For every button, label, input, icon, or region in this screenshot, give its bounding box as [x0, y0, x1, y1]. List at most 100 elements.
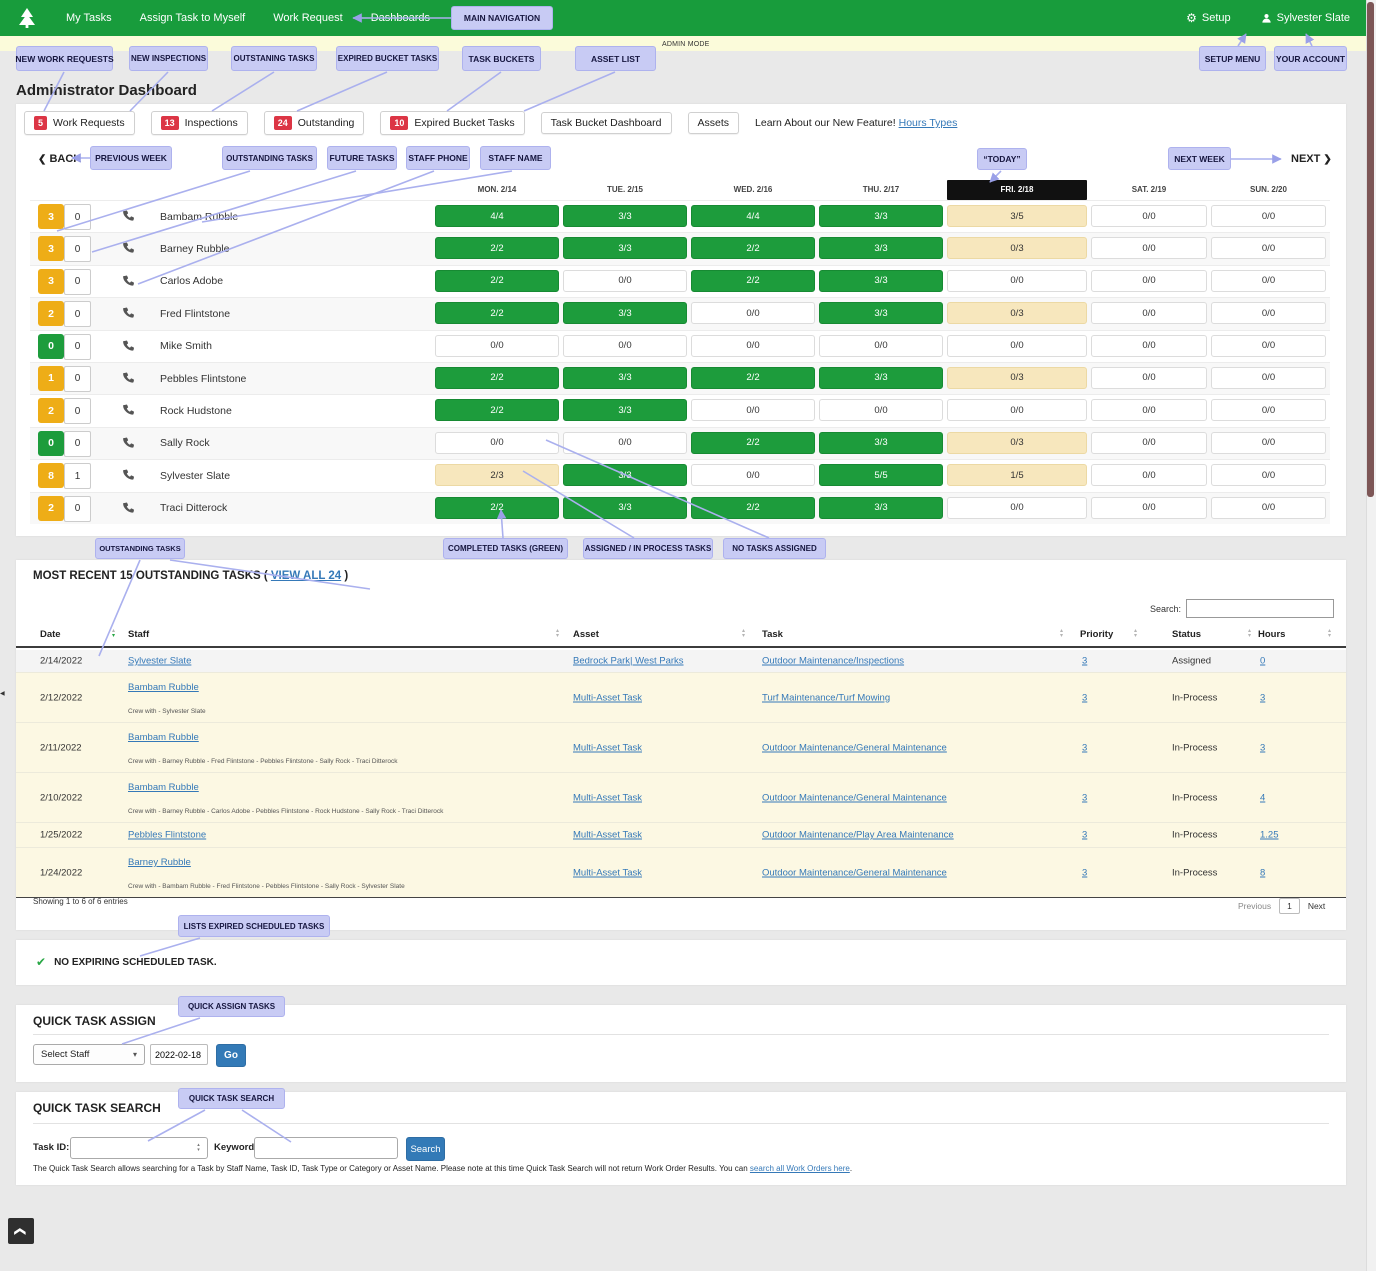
schedule-day-cell[interactable]: 5/5 — [819, 464, 943, 486]
schedule-day-cell[interactable]: 3/3 — [563, 464, 687, 486]
sort-icon[interactable]: ▴▾ — [556, 629, 559, 639]
schedule-day-cell[interactable]: 0/0 — [691, 335, 815, 357]
phone-icon[interactable] — [122, 307, 135, 325]
task-link[interactable]: Outdoor Maintenance/General Maintenance — [762, 742, 947, 753]
schedule-day-cell[interactable]: 3/3 — [563, 237, 687, 259]
schedule-day-cell[interactable]: 0/0 — [1211, 399, 1326, 421]
schedule-day-cell[interactable]: 0/0 — [1091, 302, 1207, 324]
schedule-day-cell[interactable]: 4/4 — [435, 205, 559, 227]
assign-date-input[interactable] — [150, 1044, 208, 1065]
hours-link[interactable]: 0 — [1260, 656, 1265, 667]
phone-icon[interactable] — [122, 242, 135, 260]
sort-icon[interactable]: ▴▾ — [112, 629, 115, 639]
go-button[interactable]: Go — [216, 1044, 246, 1067]
task-link[interactable]: Outdoor Maintenance/Inspections — [762, 656, 904, 667]
staff-select[interactable]: Select Staff ▾ — [33, 1044, 145, 1065]
priority-link[interactable]: 3 — [1082, 692, 1087, 703]
sort-icon[interactable]: ▴▾ — [742, 629, 745, 639]
outstanding-count-badge[interactable]: 8 — [38, 463, 64, 488]
schedule-day-cell[interactable]: 0/0 — [819, 335, 943, 357]
hours-link[interactable]: 4 — [1260, 792, 1265, 803]
schedule-day-cell[interactable]: 0/0 — [1091, 432, 1207, 454]
pagination-previous[interactable]: Previous — [1238, 901, 1271, 911]
outstanding-count-badge[interactable]: 0 — [38, 334, 64, 359]
badge-button-inspections[interactable]: 13Inspections — [151, 111, 248, 135]
schedule-day-cell[interactable]: 0/0 — [1211, 205, 1326, 227]
asset-link[interactable]: Multi-Asset Task — [573, 830, 642, 841]
outstanding-count-badge[interactable]: 2 — [38, 301, 64, 326]
schedule-day-cell[interactable]: 0/3 — [947, 237, 1087, 259]
schedule-day-cell[interactable]: 0/0 — [1091, 367, 1207, 389]
asset-link[interactable]: Bedrock Park| West Parks — [573, 656, 684, 667]
schedule-day-cell[interactable]: 3/3 — [819, 237, 943, 259]
setup-menu-button[interactable]: ⚙ Setup — [1186, 12, 1231, 24]
column-header-asset[interactable]: Asset — [573, 629, 599, 640]
schedule-day-cell[interactable]: 0/0 — [435, 432, 559, 454]
badge-button-task-bucket-dashboard[interactable]: Task Bucket Dashboard — [541, 112, 672, 134]
schedule-day-cell[interactable]: 0/0 — [947, 399, 1087, 421]
staff-link[interactable]: Barney Rubble — [128, 857, 191, 868]
schedule-day-cell[interactable]: 0/0 — [691, 399, 815, 421]
schedule-day-cell[interactable]: 3/3 — [563, 399, 687, 421]
column-header-date[interactable]: Date — [40, 629, 61, 640]
phone-icon[interactable] — [122, 404, 135, 422]
outstanding-count-badge[interactable]: 3 — [38, 269, 64, 294]
nav-item-dashboards[interactable]: Dashboards — [371, 12, 430, 24]
back-to-top-button[interactable]: ❮ — [8, 1218, 34, 1244]
badge-button-outstanding[interactable]: 24Outstanding — [264, 111, 365, 135]
schedule-day-cell[interactable]: 0/0 — [691, 464, 815, 486]
schedule-day-cell[interactable]: 0/0 — [1211, 270, 1326, 292]
schedule-day-cell[interactable]: 2/2 — [435, 367, 559, 389]
column-header-staff[interactable]: Staff — [128, 629, 149, 640]
app-logo-icon[interactable] — [16, 7, 38, 29]
schedule-day-cell[interactable]: 3/3 — [563, 302, 687, 324]
staff-link[interactable]: Sylvester Slate — [128, 656, 191, 667]
outstanding-count-badge[interactable]: 3 — [38, 204, 64, 229]
schedule-day-cell[interactable]: 0/3 — [947, 367, 1087, 389]
schedule-day-cell[interactable]: 0/0 — [563, 335, 687, 357]
schedule-day-cell[interactable]: 2/2 — [435, 399, 559, 421]
phone-icon[interactable] — [122, 502, 135, 520]
column-header-hours[interactable]: Hours — [1258, 629, 1285, 640]
schedule-day-cell[interactable]: 0/0 — [1211, 237, 1326, 259]
schedule-day-cell[interactable]: 4/4 — [691, 205, 815, 227]
schedule-day-cell[interactable]: 1/5 — [947, 464, 1087, 486]
schedule-day-cell[interactable]: 0/0 — [563, 270, 687, 292]
schedule-day-cell[interactable]: 3/5 — [947, 205, 1087, 227]
schedule-day-cell[interactable]: 2/2 — [435, 237, 559, 259]
column-header-status[interactable]: Status — [1172, 629, 1201, 640]
outstanding-count-badge[interactable]: 2 — [38, 398, 64, 423]
schedule-day-cell[interactable]: 0/0 — [1211, 335, 1326, 357]
schedule-day-cell[interactable]: 2/2 — [435, 302, 559, 324]
schedule-day-cell[interactable]: 0/0 — [1211, 432, 1326, 454]
badge-button-expired-bucket-tasks[interactable]: 10Expired Bucket Tasks — [380, 111, 524, 135]
nav-item-my-tasks[interactable]: My Tasks — [66, 12, 112, 24]
schedule-day-cell[interactable]: 3/3 — [819, 497, 943, 519]
schedule-day-cell[interactable]: 2/2 — [435, 270, 559, 292]
schedule-day-cell[interactable]: 2/2 — [691, 237, 815, 259]
hours-types-link[interactable]: Hours Types — [899, 117, 958, 129]
schedule-day-cell[interactable]: 3/3 — [819, 367, 943, 389]
pagination-next[interactable]: Next — [1308, 901, 1325, 911]
priority-link[interactable]: 3 — [1082, 742, 1087, 753]
schedule-day-cell[interactable]: 0/0 — [1091, 270, 1207, 292]
schedule-day-cell[interactable]: 3/3 — [819, 205, 943, 227]
schedule-day-cell[interactable]: 3/3 — [563, 205, 687, 227]
task-link[interactable]: Outdoor Maintenance/General Maintenance — [762, 792, 947, 803]
schedule-day-cell[interactable]: 2/2 — [691, 270, 815, 292]
schedule-day-cell[interactable]: 0/0 — [1211, 302, 1326, 324]
schedule-day-cell[interactable]: 3/3 — [563, 367, 687, 389]
schedule-day-cell[interactable]: 2/2 — [691, 432, 815, 454]
work-orders-link[interactable]: search all Work Orders here — [750, 1164, 850, 1173]
badge-button-work-requests[interactable]: 5Work Requests — [24, 111, 135, 135]
schedule-day-cell[interactable]: 0/0 — [563, 432, 687, 454]
scrollbar-thumb[interactable] — [1367, 2, 1374, 497]
schedule-day-cell[interactable]: 0/0 — [435, 335, 559, 357]
hours-link[interactable]: 1.25 — [1260, 830, 1279, 841]
task-link[interactable]: Outdoor Maintenance/General Maintenance — [762, 867, 947, 878]
phone-icon[interactable] — [122, 437, 135, 455]
badge-button-assets[interactable]: Assets — [688, 112, 740, 134]
outstanding-count-badge[interactable]: 1 — [38, 366, 64, 391]
staff-link[interactable]: Bambam Rubble — [128, 782, 199, 793]
previous-week-button[interactable]: ❮ BACK — [38, 153, 81, 165]
